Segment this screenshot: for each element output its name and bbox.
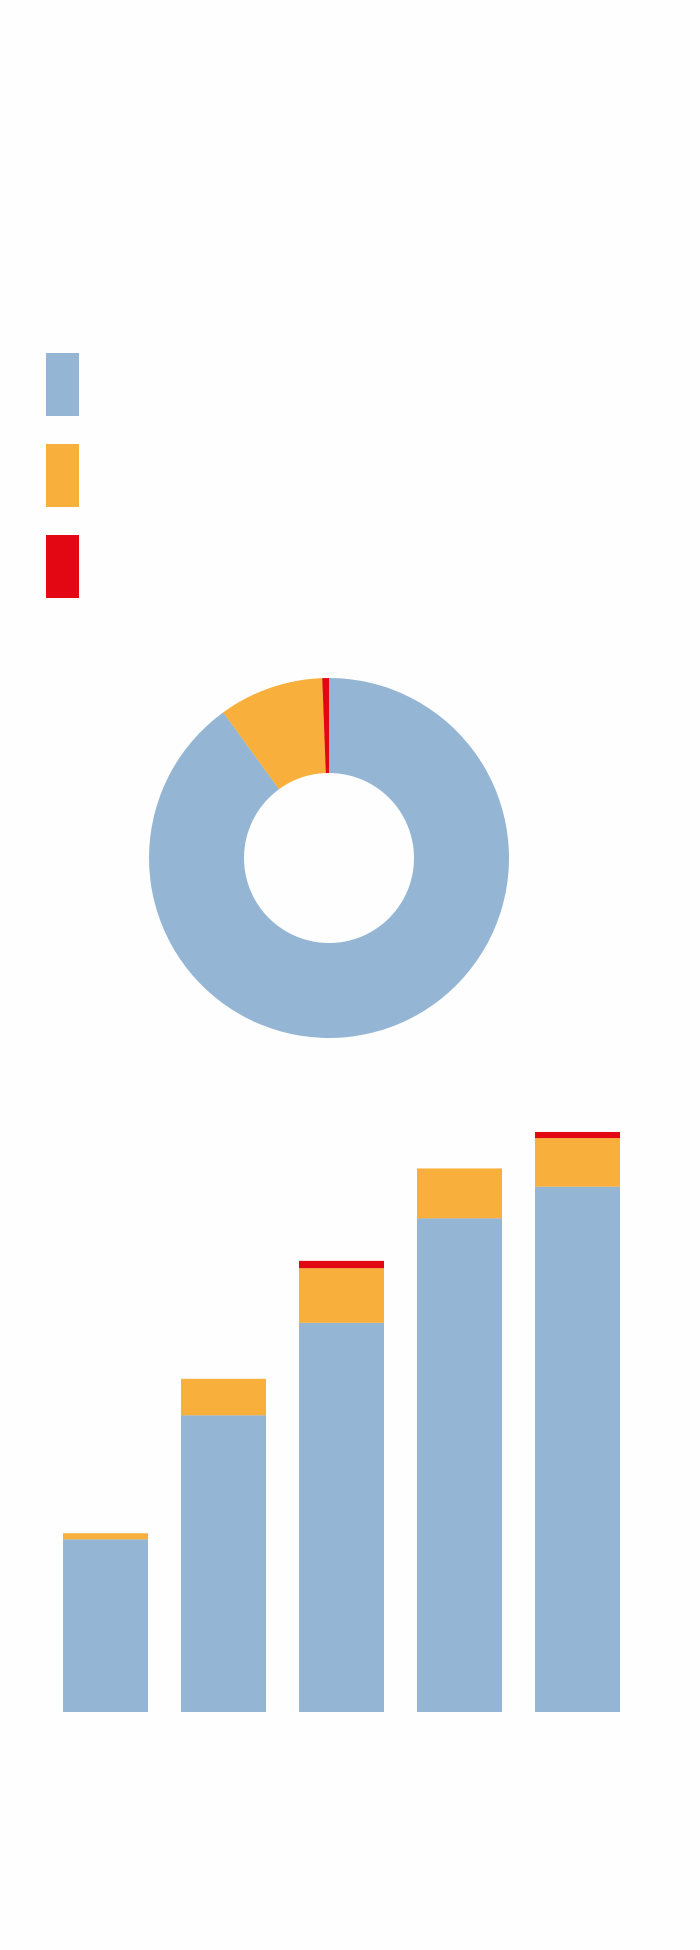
bar-segment — [535, 1131, 620, 1139]
legend-swatch — [46, 535, 79, 598]
bar-segment — [417, 1168, 502, 1219]
bar-segment — [535, 1186, 620, 1712]
donut-slice — [322, 678, 329, 774]
bar-segment — [299, 1322, 384, 1712]
bar-segment — [299, 1260, 384, 1269]
bar-segment — [299, 1268, 384, 1323]
bar-segment — [417, 1218, 502, 1712]
legend-swatch — [46, 444, 79, 507]
bar-segment — [181, 1415, 266, 1712]
bar-segment — [63, 1539, 148, 1712]
legend-swatch — [46, 353, 79, 416]
bar-segment — [181, 1378, 266, 1416]
bar-segment — [535, 1138, 620, 1187]
donut-slice — [223, 678, 326, 790]
bar-segment — [63, 1533, 148, 1540]
donut-slice — [149, 678, 510, 1038]
